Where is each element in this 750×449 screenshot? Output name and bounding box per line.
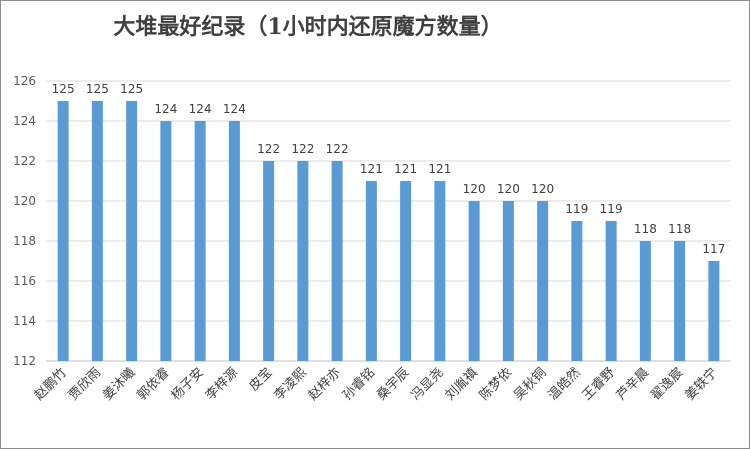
data-label: 122 xyxy=(326,142,349,156)
bar xyxy=(263,161,275,361)
data-labels: 125 125 125 124 124 124 122 122 122 121 121 121 120 1… xyxy=(52,82,726,256)
bar xyxy=(605,221,617,361)
category-label: 陈梦依 xyxy=(476,365,515,404)
y-tick-label: 112 xyxy=(13,354,36,368)
data-label: 120 xyxy=(463,182,486,196)
data-label: 120 xyxy=(497,182,520,196)
y-tick-label: 116 xyxy=(13,274,36,288)
gridlines xyxy=(46,80,731,362)
data-label: 121 xyxy=(394,162,417,176)
data-label: 125 xyxy=(52,82,75,96)
bar xyxy=(331,161,343,361)
category-label: 赵鹏竹 xyxy=(32,365,70,403)
category-label: 刘胤禛 xyxy=(442,365,481,404)
category-label: 郭依睿 xyxy=(134,365,173,404)
data-label: 118 xyxy=(634,222,657,236)
bar xyxy=(228,121,240,361)
bar xyxy=(400,181,412,361)
y-tick-label: 120 xyxy=(13,194,36,208)
bar xyxy=(434,181,446,361)
bar xyxy=(468,201,480,361)
y-tick-label: 114 xyxy=(13,314,36,328)
category-label: 李凌熙 xyxy=(272,365,310,403)
chart-title: 大堆最好纪录（1小时内还原魔方数量） xyxy=(113,14,503,40)
data-label: 121 xyxy=(360,162,383,176)
category-label: 杨子安 xyxy=(169,365,207,403)
bar xyxy=(537,201,549,361)
bars xyxy=(57,101,720,361)
category-label: 姜沐曦 xyxy=(100,365,139,404)
category-label: 冯显尧 xyxy=(409,365,447,403)
bar xyxy=(365,181,377,361)
bar xyxy=(297,161,309,361)
data-label: 122 xyxy=(257,142,280,156)
category-label: 王睿野 xyxy=(580,365,618,403)
y-tick-label: 122 xyxy=(13,154,36,168)
data-label: 121 xyxy=(428,162,451,176)
data-label: 120 xyxy=(531,182,554,196)
y-tick-label: 126 xyxy=(13,74,36,88)
bar xyxy=(502,201,514,361)
data-label: 119 xyxy=(600,202,623,216)
category-label: 孙睿铭 xyxy=(340,365,378,403)
category-label: 贾欣雨 xyxy=(66,365,104,403)
bar xyxy=(639,241,651,361)
y-tick-label: 118 xyxy=(13,234,36,248)
bar xyxy=(708,261,720,361)
category-label: 赵梓亦 xyxy=(305,365,344,404)
data-label: 124 xyxy=(223,102,246,116)
y-tick-label: 124 xyxy=(13,114,36,128)
bar xyxy=(57,101,69,361)
data-label: 117 xyxy=(702,242,725,256)
category-label: 姜轶宁 xyxy=(682,365,721,404)
data-label: 122 xyxy=(291,142,314,156)
category-label: 芦辛晨 xyxy=(614,365,652,403)
bar xyxy=(126,101,138,361)
category-label: 翟逸宸 xyxy=(648,365,687,404)
data-label: 118 xyxy=(668,222,691,236)
category-label: 李梓源 xyxy=(203,365,241,403)
category-label: 皮宝 xyxy=(246,365,275,394)
bar xyxy=(160,121,172,361)
data-label: 125 xyxy=(86,82,109,96)
category-label: 吴秋铜 xyxy=(511,365,549,403)
y-axis-tick-labels: 112 114 116 118 120 122 124 126 xyxy=(13,74,36,368)
bar xyxy=(571,221,583,361)
bar xyxy=(674,241,686,361)
data-label: 124 xyxy=(189,102,212,116)
data-label: 124 xyxy=(154,102,177,116)
category-label: 温皓然 xyxy=(545,365,584,404)
bar xyxy=(91,101,103,361)
bar xyxy=(194,121,206,361)
data-label: 125 xyxy=(120,82,143,96)
data-label: 119 xyxy=(565,202,588,216)
category-label: 桑宇辰 xyxy=(374,365,412,403)
